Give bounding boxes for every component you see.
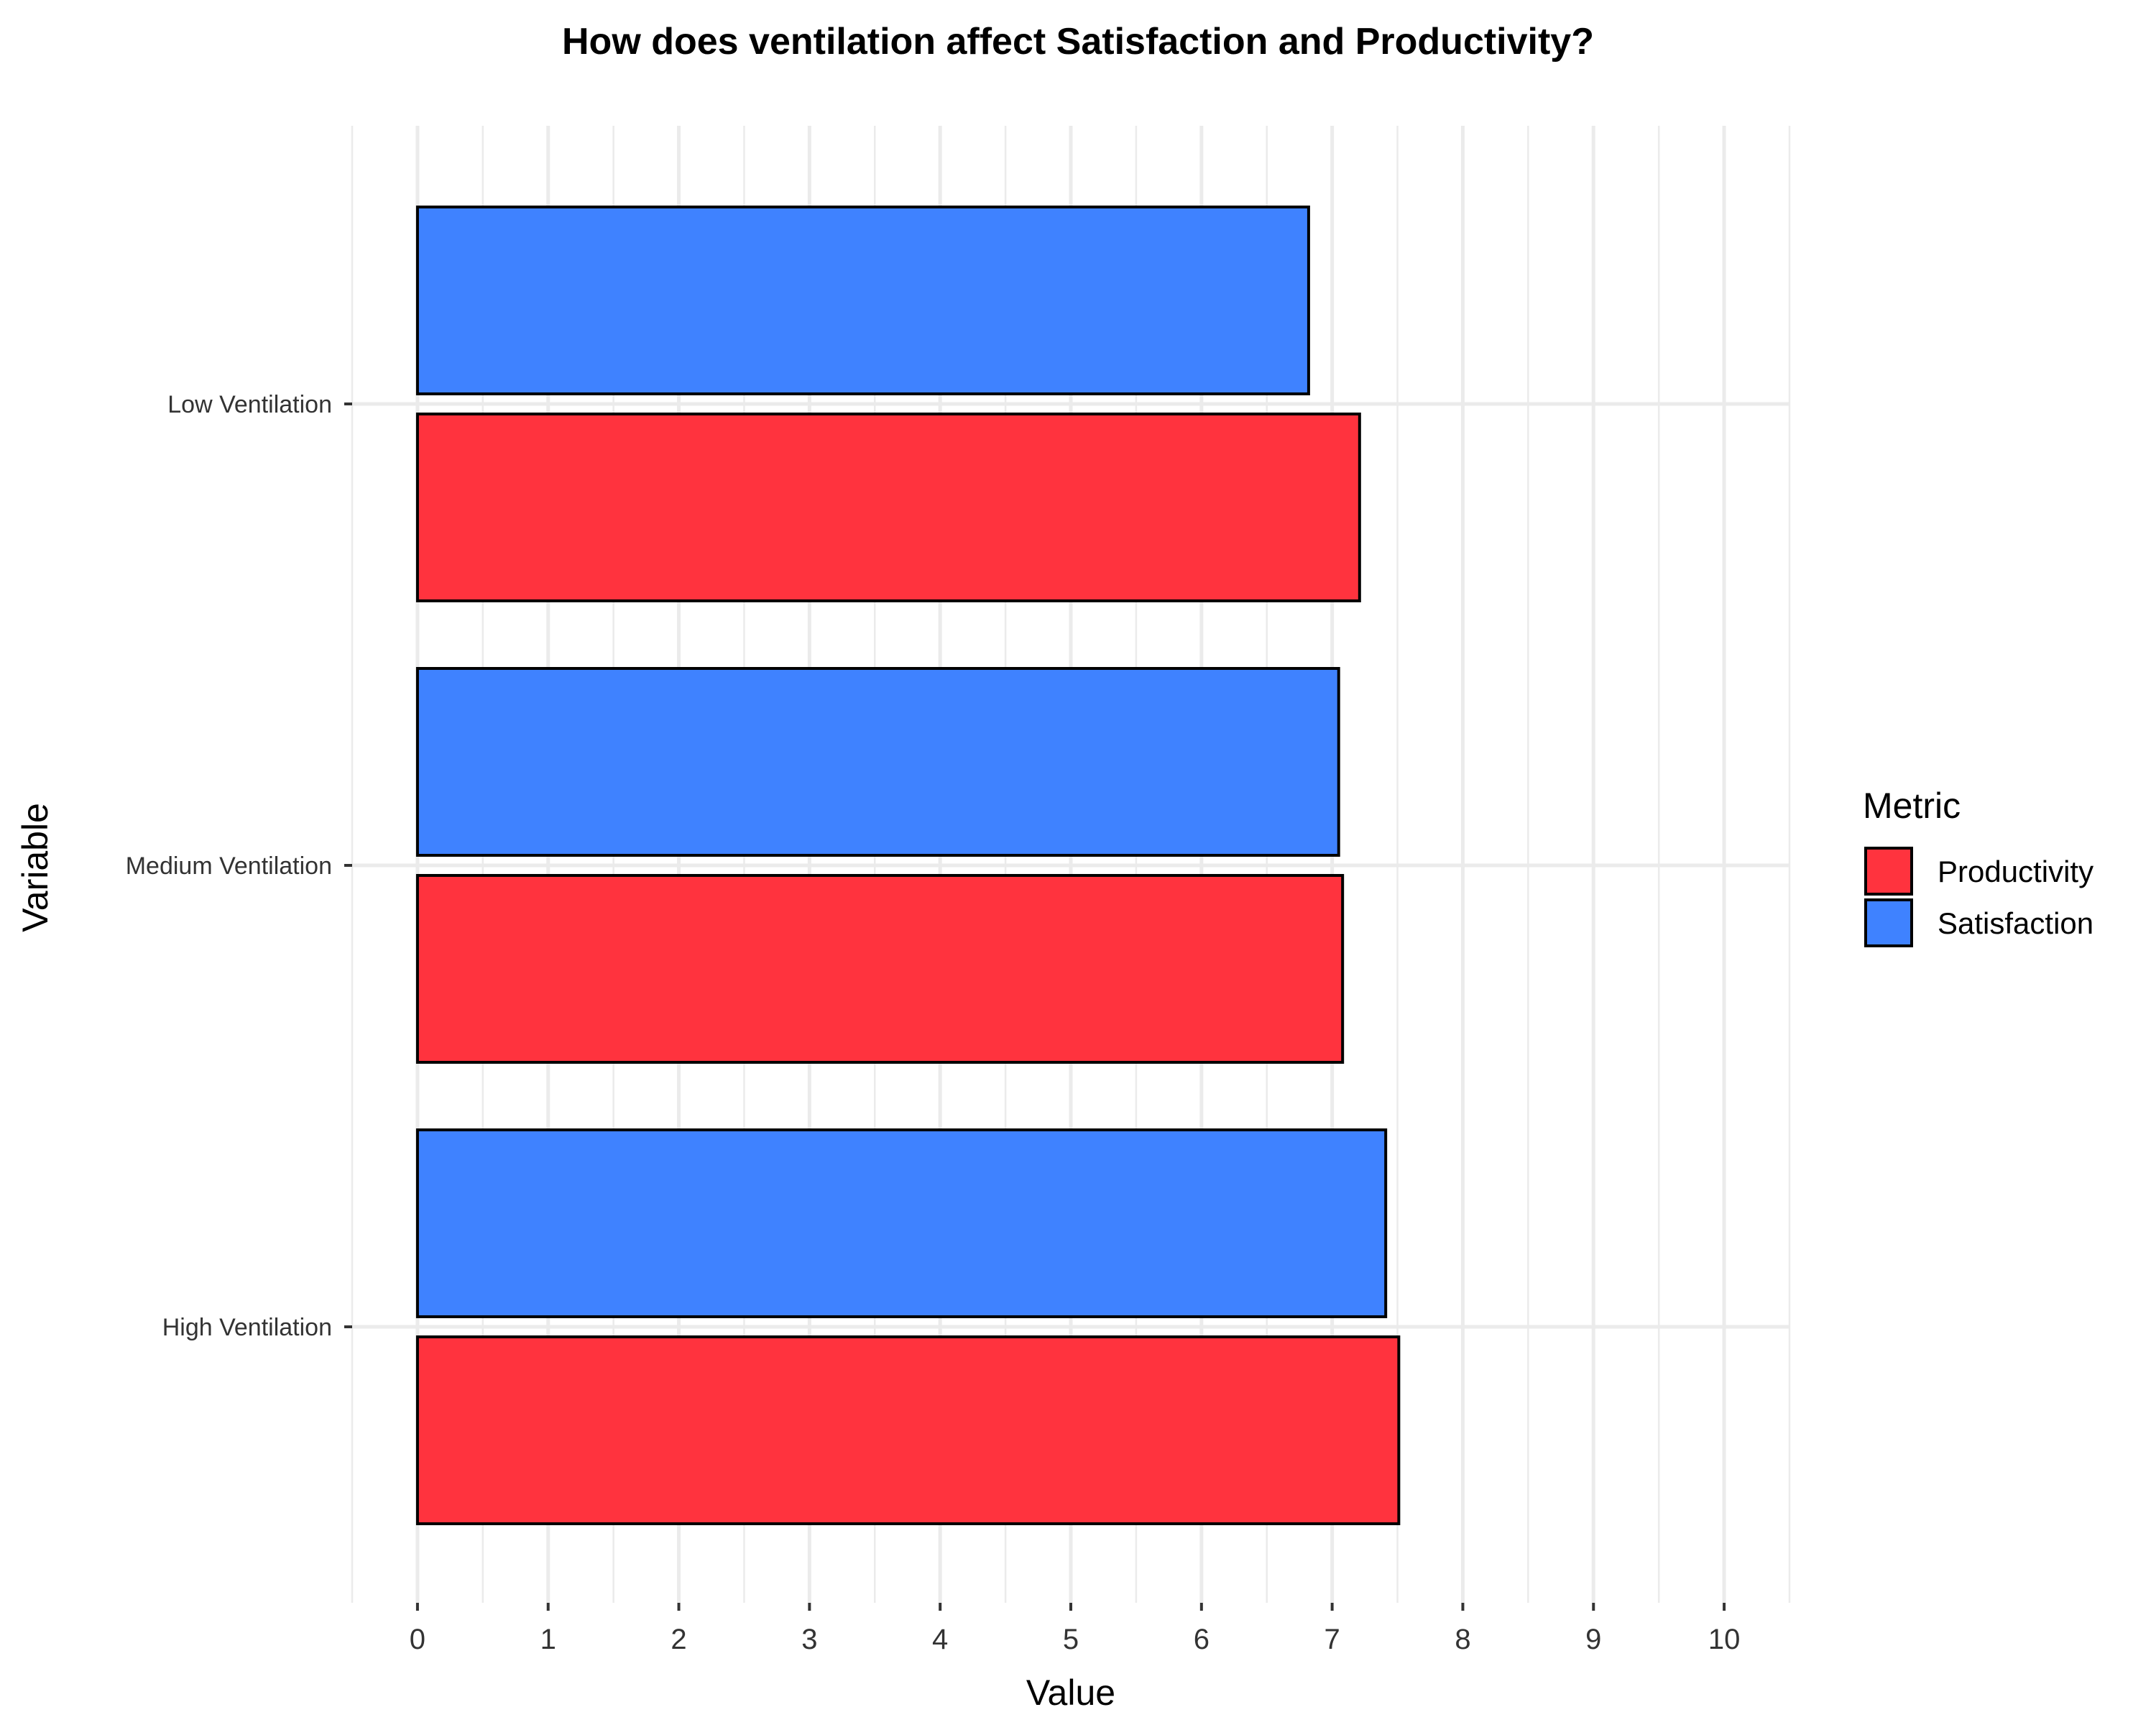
bar-satisfaction-low-ventilation bbox=[415, 206, 1310, 395]
legend-title: Metric bbox=[1863, 786, 1961, 826]
legend: Metric Productivity Satisfaction bbox=[1863, 786, 2093, 947]
x-tick-label: 4 bbox=[932, 1624, 948, 1655]
x-tick-label: 0 bbox=[410, 1624, 425, 1655]
bar-productivity-low-ventilation bbox=[415, 413, 1361, 602]
y-tick-label: Medium Ventilation bbox=[126, 852, 332, 880]
bar-productivity-medium-ventilation bbox=[415, 874, 1345, 1064]
legend-label-productivity: Productivity bbox=[1938, 855, 2093, 888]
x-tick-label: 1 bbox=[540, 1624, 556, 1655]
legend-swatch-satisfaction bbox=[1864, 898, 1913, 947]
y-tick-label: Low Ventilation bbox=[167, 391, 332, 418]
x-tick-label: 9 bbox=[1585, 1624, 1601, 1655]
x-axis-ticks: 0 1 2 3 4 5 6 7 8 9 10 bbox=[410, 1603, 1741, 1655]
x-tick-label: 10 bbox=[1708, 1624, 1741, 1655]
y-tick-label: High Ventilation bbox=[162, 1314, 332, 1341]
x-tick-label: 8 bbox=[1455, 1624, 1470, 1655]
x-tick-label: 6 bbox=[1194, 1624, 1210, 1655]
x-tick-label: 2 bbox=[671, 1624, 686, 1655]
x-tick-label: 3 bbox=[801, 1624, 817, 1655]
x-axis-title: Value bbox=[1026, 1673, 1115, 1713]
bar-satisfaction-medium-ventilation bbox=[415, 667, 1340, 857]
x-tick-label: 7 bbox=[1325, 1624, 1340, 1655]
legend-swatch-productivity bbox=[1864, 847, 1913, 896]
y-axis-ticks: Low Ventilation Medium Ventilation High Ve… bbox=[126, 391, 352, 1341]
legend-label-satisfaction: Satisfaction bbox=[1938, 906, 2093, 940]
y-axis-title: Variable bbox=[15, 803, 55, 932]
x-tick-label: 5 bbox=[1063, 1624, 1079, 1655]
bar-satisfaction-high-ventilation bbox=[415, 1128, 1388, 1318]
bars bbox=[415, 206, 1401, 1525]
chart-title: How does ventilation affect Satisfaction… bbox=[562, 21, 1594, 63]
bar-productivity-high-ventilation bbox=[415, 1335, 1401, 1525]
